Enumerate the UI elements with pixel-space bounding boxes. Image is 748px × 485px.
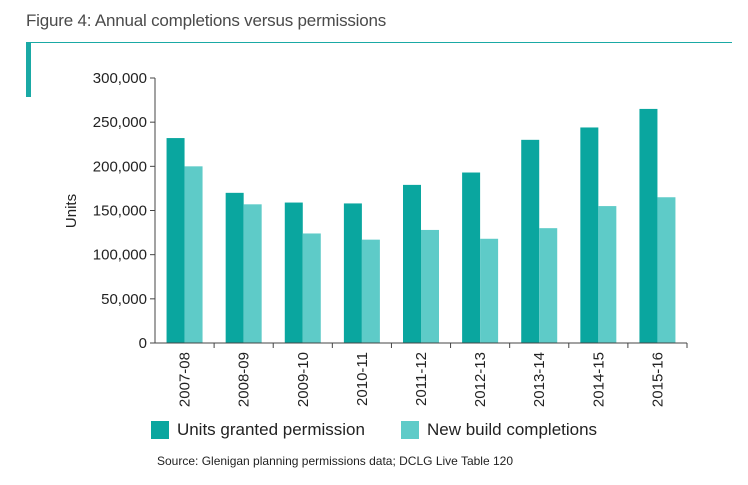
legend: Units granted permission New build compl… [0,420,748,440]
bar-completion-2015-16 [657,197,676,343]
bar-completion-2012-13 [480,238,499,343]
bar-completion-2014-15 [598,206,617,343]
x-tick-label: 2008-09 [236,352,253,407]
legend-label-permissions: Units granted permission [176,420,365,439]
x-tick-label: 2015-16 [649,352,666,407]
x-tick-label: 2011-12 [413,352,430,406]
y-tick-label: 50,000 [101,291,147,308]
title-accent-bar [26,42,31,97]
x-tick-label: 2012-13 [472,352,489,407]
bar-permission-2015-16 [639,108,658,344]
bar-permission-2012-13 [462,172,481,343]
legend-item-completions: New build completions [400,420,598,440]
bar-completion-2007-08 [184,166,203,343]
y-tick-label: 100,000 [93,247,147,264]
bar-chart: 0 50,000 100,000 150,000 200,000 250,000 300,0… [63,70,688,407]
x-tick-label: 2007-08 [177,352,194,407]
bar-permission-2007-08 [166,138,185,343]
legend-swatch-completions [400,421,419,439]
bar-completion-2008-09 [243,204,262,343]
bar-completion-2009-10 [302,233,321,343]
figure-title: Figure 4: Annual completions versus perm… [26,11,387,30]
bar-permission-2013-14 [521,139,540,343]
bars [166,108,676,344]
legend-label-completions: New build completions [426,420,598,439]
x-tick-label: 2014-15 [590,352,607,407]
source-note: Source: Glenigan planning permissions da… [157,454,513,468]
y-tick-label: 0 [139,335,147,352]
bar-permission-2009-10 [284,202,303,343]
y-tick-label: 300,000 [93,70,147,87]
legend-item-permissions: Units granted permission [150,420,365,440]
bar-permission-2008-09 [225,192,244,343]
y-tick-label: 150,000 [93,203,147,220]
x-tick-label: 2013-14 [531,352,548,407]
legend-swatch-permissions [150,421,169,439]
title-rule [26,42,732,43]
bar-completion-2013-14 [539,228,558,343]
y-tick-label: 200,000 [93,158,147,175]
bar-permission-2011-12 [403,184,421,343]
x-axis: 2007-08 2008-09 2009-10 2010-11 2011-12 2012-… [155,342,688,407]
bar-completion-2011-12 [421,229,439,343]
bar-permission-2010-11 [343,203,362,343]
x-tick-label: 2009-10 [295,352,312,407]
y-axis-title: Units [63,194,80,228]
bar-completion-2010-11 [361,239,380,343]
bar-permission-2014-15 [580,127,599,343]
x-tick-label: 2010-11 [354,352,371,406]
y-tick-label: 250,000 [93,114,147,131]
y-axis: 0 50,000 100,000 150,000 200,000 250,000 300,0… [93,70,156,352]
